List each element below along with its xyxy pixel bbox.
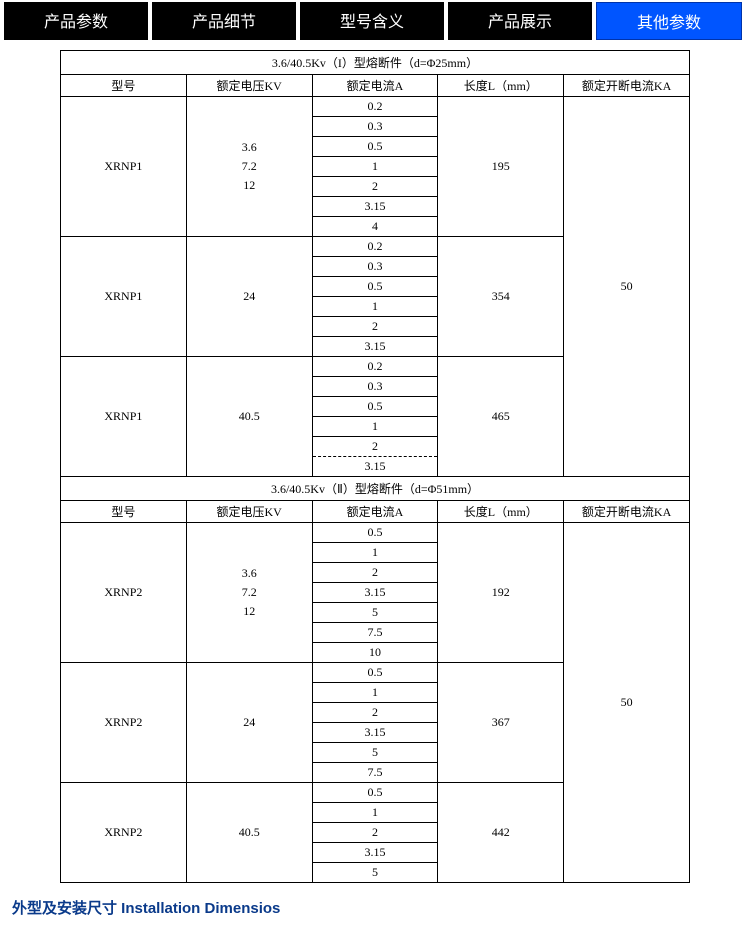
header-current: 额定电流A — [312, 75, 438, 97]
header-length: 长度L（mm） — [438, 75, 564, 97]
s1-voltage-2: 24 — [186, 237, 312, 357]
s2c1-1: 1 — [313, 543, 438, 563]
s2c1-2: 2 — [313, 563, 438, 583]
s1c1-5: 3.15 — [313, 197, 438, 217]
s2-voltage-2: 24 — [186, 663, 312, 783]
s1-model-3: XRNP1 — [61, 357, 187, 477]
s2c1-4: 5 — [313, 603, 438, 623]
s1c3-5: 3.15 — [313, 457, 438, 477]
header2-voltage: 额定电压KV — [186, 501, 312, 523]
section1-title: 3.6/40.5Kv（I）型熔断件（d=Φ25mm） — [61, 51, 690, 75]
s1c1-2: 0.5 — [313, 137, 438, 157]
s1c3-1: 0.3 — [313, 377, 438, 397]
installation-dimensions-title: 外型及安装尺寸 Installation Dimensios — [0, 887, 750, 928]
s1-currents-3: 0.2 0.3 0.5 1 2 3.15 — [312, 357, 438, 477]
s1-length-1: 195 — [438, 97, 564, 237]
s1c3-0: 0.2 — [313, 357, 438, 377]
tab-bar: 产品参数 产品细节 型号含义 产品展示 其他参数 — [0, 0, 750, 50]
s1c1-4: 2 — [313, 177, 438, 197]
s2c2-4: 5 — [313, 743, 438, 763]
s2-model-2: XRNP2 — [61, 663, 187, 783]
tab-other-params[interactable]: 其他参数 — [596, 2, 742, 40]
s1c3-3: 1 — [313, 417, 438, 437]
s2-length-3: 442 — [438, 783, 564, 883]
s2c2-5: 7.5 — [313, 763, 438, 783]
header2-model: 型号 — [61, 501, 187, 523]
s2-breaking: 50 — [564, 523, 690, 883]
s2-voltage-3: 40.5 — [186, 783, 312, 883]
s2c3-2: 2 — [313, 823, 438, 843]
s2-length-1: 192 — [438, 523, 564, 663]
s1c2-3: 1 — [313, 297, 438, 317]
s1-model-2: XRNP1 — [61, 237, 187, 357]
s2-currents-3: 0.5 1 2 3.15 5 — [312, 783, 438, 883]
s1c2-5: 3.15 — [313, 337, 438, 357]
s2c2-3: 3.15 — [313, 723, 438, 743]
section2-title: 3.6/40.5Kv（Ⅱ）型熔断件（d=Φ51mm） — [61, 477, 690, 501]
s1-model-1: XRNP1 — [61, 97, 187, 237]
s1-breaking: 50 — [564, 97, 690, 477]
s2c2-0: 0.5 — [313, 663, 438, 683]
s1-length-3: 465 — [438, 357, 564, 477]
s2c3-4: 5 — [313, 863, 438, 883]
s1c1-6: 4 — [313, 217, 438, 237]
s1c2-4: 2 — [313, 317, 438, 337]
s1c3-2: 0.5 — [313, 397, 438, 417]
header2-current: 额定电流A — [312, 501, 438, 523]
s1-voltage-1: 3.67.212 — [186, 97, 312, 237]
s1c2-1: 0.3 — [313, 257, 438, 277]
s2-model-3: XRNP2 — [61, 783, 187, 883]
s1c1-0: 0.2 — [313, 97, 438, 117]
s1-voltage-3: 40.5 — [186, 357, 312, 477]
s2c1-5: 7.5 — [313, 623, 438, 643]
s2c1-3: 3.15 — [313, 583, 438, 603]
s2c3-3: 3.15 — [313, 843, 438, 863]
s1c3-4: 2 — [313, 437, 438, 457]
s1-currents-1: 0.2 0.3 0.5 1 2 3.15 4 — [312, 97, 438, 237]
header-breaking: 额定开断电流KA — [564, 75, 690, 97]
tab-model-meaning[interactable]: 型号含义 — [300, 2, 446, 40]
spec-table-wrap: 3.6/40.5Kv（I）型熔断件（d=Φ25mm） 型号 额定电压KV 额定电… — [0, 50, 750, 887]
s2c2-1: 1 — [313, 683, 438, 703]
s2-currents-1: 0.5 1 2 3.15 5 7.5 10 — [312, 523, 438, 663]
tab-product-params[interactable]: 产品参数 — [4, 2, 150, 40]
header2-breaking: 额定开断电流KA — [564, 501, 690, 523]
s2-length-2: 367 — [438, 663, 564, 783]
tab-product-display[interactable]: 产品展示 — [448, 2, 594, 40]
s1c2-2: 0.5 — [313, 277, 438, 297]
s2c2-2: 2 — [313, 703, 438, 723]
s1c1-1: 0.3 — [313, 117, 438, 137]
s2c1-6: 10 — [313, 643, 438, 663]
s2-voltage-1: 3.67.212 — [186, 523, 312, 663]
s1c2-0: 0.2 — [313, 237, 438, 257]
s2c3-0: 0.5 — [313, 783, 438, 803]
header-voltage: 额定电压KV — [186, 75, 312, 97]
header-model: 型号 — [61, 75, 187, 97]
spec-table: 3.6/40.5Kv（I）型熔断件（d=Φ25mm） 型号 额定电压KV 额定电… — [60, 50, 690, 883]
s2c1-0: 0.5 — [313, 523, 438, 543]
tab-product-details[interactable]: 产品细节 — [152, 2, 298, 40]
s1c1-3: 1 — [313, 157, 438, 177]
s1-currents-2: 0.2 0.3 0.5 1 2 3.15 — [312, 237, 438, 357]
s2c3-1: 1 — [313, 803, 438, 823]
s2-model-1: XRNP2 — [61, 523, 187, 663]
s1-length-2: 354 — [438, 237, 564, 357]
s2-currents-2: 0.5 1 2 3.15 5 7.5 — [312, 663, 438, 783]
header2-length: 长度L（mm） — [438, 501, 564, 523]
